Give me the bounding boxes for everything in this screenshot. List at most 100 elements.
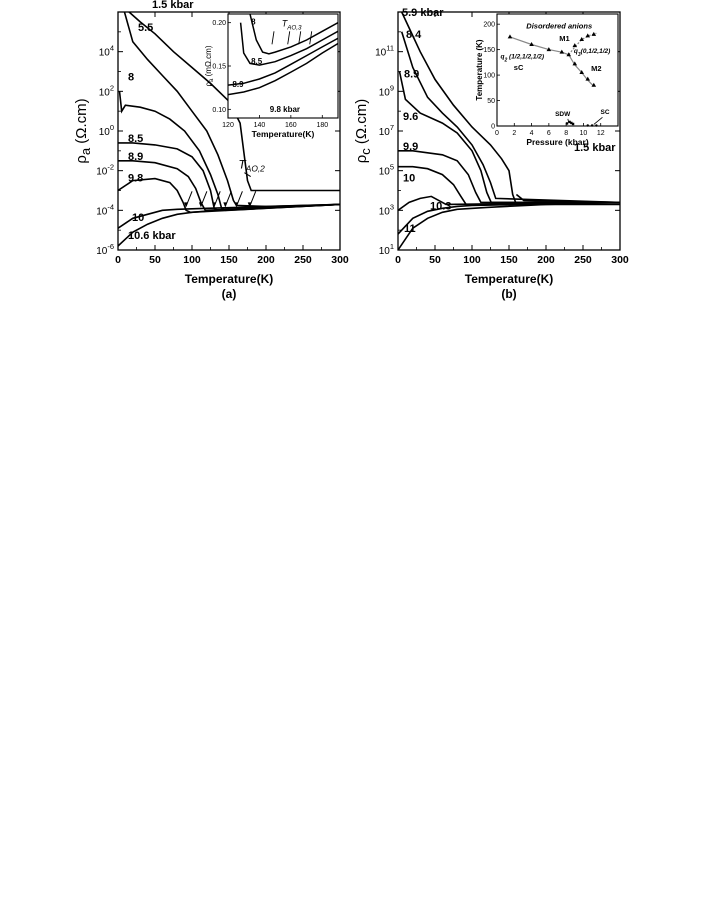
inset-transition-arrow	[309, 31, 313, 45]
phase-point	[585, 76, 591, 81]
series-label: 8.9	[128, 151, 143, 163]
phase-point	[585, 33, 591, 38]
series-label: 8.5	[128, 133, 143, 145]
series-line	[398, 71, 620, 204]
sc-pointer	[593, 117, 603, 125]
transition-arrow-head	[234, 202, 239, 208]
inset-y-tick-label: 50	[487, 98, 495, 105]
phase-point	[546, 47, 552, 52]
panel-label: (a)	[222, 287, 237, 301]
sc-point	[586, 124, 589, 127]
x-tick-label: 150	[220, 254, 238, 266]
x-axis-label: Temperature(K)	[185, 272, 273, 286]
inset-series-line	[228, 42, 338, 96]
y-tick-label: 107	[379, 123, 394, 138]
y-tick-label: 100	[99, 123, 114, 138]
series-label: 10	[132, 212, 144, 224]
x-tick-label: 200	[537, 254, 555, 266]
inset-series-label: 8.9	[232, 80, 244, 89]
series-label: 10.6 kbar	[128, 230, 176, 242]
annotation-label: TAO,2	[238, 158, 265, 174]
inset-series-line	[228, 37, 338, 86]
transition-arrow-head	[198, 202, 203, 208]
phase-label-sdw: SDW	[555, 111, 571, 118]
series-label: 1.5 kbar	[152, 0, 194, 11]
series-line	[127, 12, 340, 192]
inset-x-tick-label: 12	[597, 130, 605, 137]
annotation-arrow	[244, 172, 251, 178]
phase-label-disordered: Disordered anions	[526, 21, 592, 30]
phase-point	[591, 31, 597, 36]
transition-arrow-head	[212, 202, 217, 208]
inset-y-tick-label: 0.15	[212, 64, 226, 71]
inset-x-tick-label: 10	[580, 130, 588, 137]
series-label: 10	[403, 173, 415, 185]
inset-x-tick-label: 180	[316, 122, 328, 129]
transition-arrow-head	[223, 202, 228, 208]
y-tick-label: 104	[99, 44, 114, 59]
x-tick-label: 300	[331, 254, 349, 266]
y-tick-label: 103	[379, 202, 394, 217]
x-tick-label: 100	[183, 254, 201, 266]
x-tick-label: 300	[611, 254, 629, 266]
inset-y-tick-label: 200	[483, 22, 495, 29]
inset-annotation-label: TAO,3	[282, 18, 302, 31]
inset-x-tick-label: 0	[495, 130, 499, 137]
sdw-point	[571, 122, 575, 126]
series-label: 11	[404, 223, 416, 235]
inset-series-line	[249, 14, 338, 55]
inset-x-tick-label: 140	[254, 122, 266, 129]
inset-frame	[227, 13, 339, 119]
phase-point	[572, 61, 578, 66]
phase-label-q3: q3(0,1/2,1/2)	[574, 48, 610, 58]
x-tick-label: 250	[574, 254, 592, 266]
phase-point	[529, 42, 534, 47]
inset-series-label: 9.8 kbar	[270, 105, 300, 114]
series-label: 8	[128, 71, 134, 83]
y-tick-label: 101	[379, 242, 394, 257]
sc-point	[595, 124, 598, 127]
y-tick-label: 1011	[375, 44, 394, 59]
series-label: 5.9 kbar	[402, 7, 444, 19]
x-tick-label: 150	[500, 254, 518, 266]
series-line	[400, 31, 620, 204]
series-label: 1.5 kbar	[574, 142, 616, 154]
phase-point	[579, 70, 584, 75]
inset-x-tick-label: 4	[530, 130, 534, 137]
inset-y-tick-label: 0.10	[212, 107, 226, 114]
series-line	[398, 150, 620, 204]
x-tick-label: 0	[395, 254, 401, 266]
inset-y-tick-label: 150	[483, 47, 495, 54]
inset-x-tick-label: 120	[222, 122, 234, 129]
series-line	[118, 203, 340, 247]
inset-series-line	[239, 22, 338, 66]
inset-frame	[496, 13, 619, 127]
inset-x-axis-label: Temperature(K)	[252, 129, 315, 139]
inset-x-tick-label: 2	[512, 130, 516, 137]
inset-y-tick-label: 0	[491, 124, 495, 131]
x-tick-label: 100	[463, 254, 481, 266]
series-line	[398, 165, 620, 206]
phase-point	[591, 82, 597, 87]
sc-point	[590, 124, 594, 127]
inset-x-tick-label: 160	[285, 122, 297, 129]
phase-label-m1: M1	[559, 34, 569, 43]
x-tick-label: 50	[429, 254, 441, 266]
inset-series-label: 8.5	[251, 57, 263, 66]
inset-series-label: 8	[251, 17, 256, 26]
x-tick-label: 50	[149, 254, 161, 266]
sdw-pointer	[567, 118, 570, 124]
sdw-point	[565, 122, 569, 125]
series-label: 10.3	[430, 200, 451, 212]
inset-x-tick-label: 8	[564, 130, 568, 137]
chart-panel-b: 0 50 100 150 200 250 3001011031051071091011Tem…	[353, 7, 629, 301]
phase-point	[559, 49, 565, 54]
inset-chart: 0 2 4 6 8 10 12 0 50 100 150 200 Pressure (kbar) Temp…	[475, 13, 619, 147]
y-tick-label: 10-2	[96, 163, 114, 178]
inset-y-axis-label: Temperature (K)	[475, 39, 484, 101]
series-label: 9.9	[403, 141, 418, 153]
series-label: 8.4	[406, 29, 422, 41]
y-tick-label: 10-4	[96, 202, 114, 217]
phase-label-q2: q2 (1/2,1/2,1/2)	[500, 53, 544, 63]
panel-label: (b)	[501, 287, 516, 301]
